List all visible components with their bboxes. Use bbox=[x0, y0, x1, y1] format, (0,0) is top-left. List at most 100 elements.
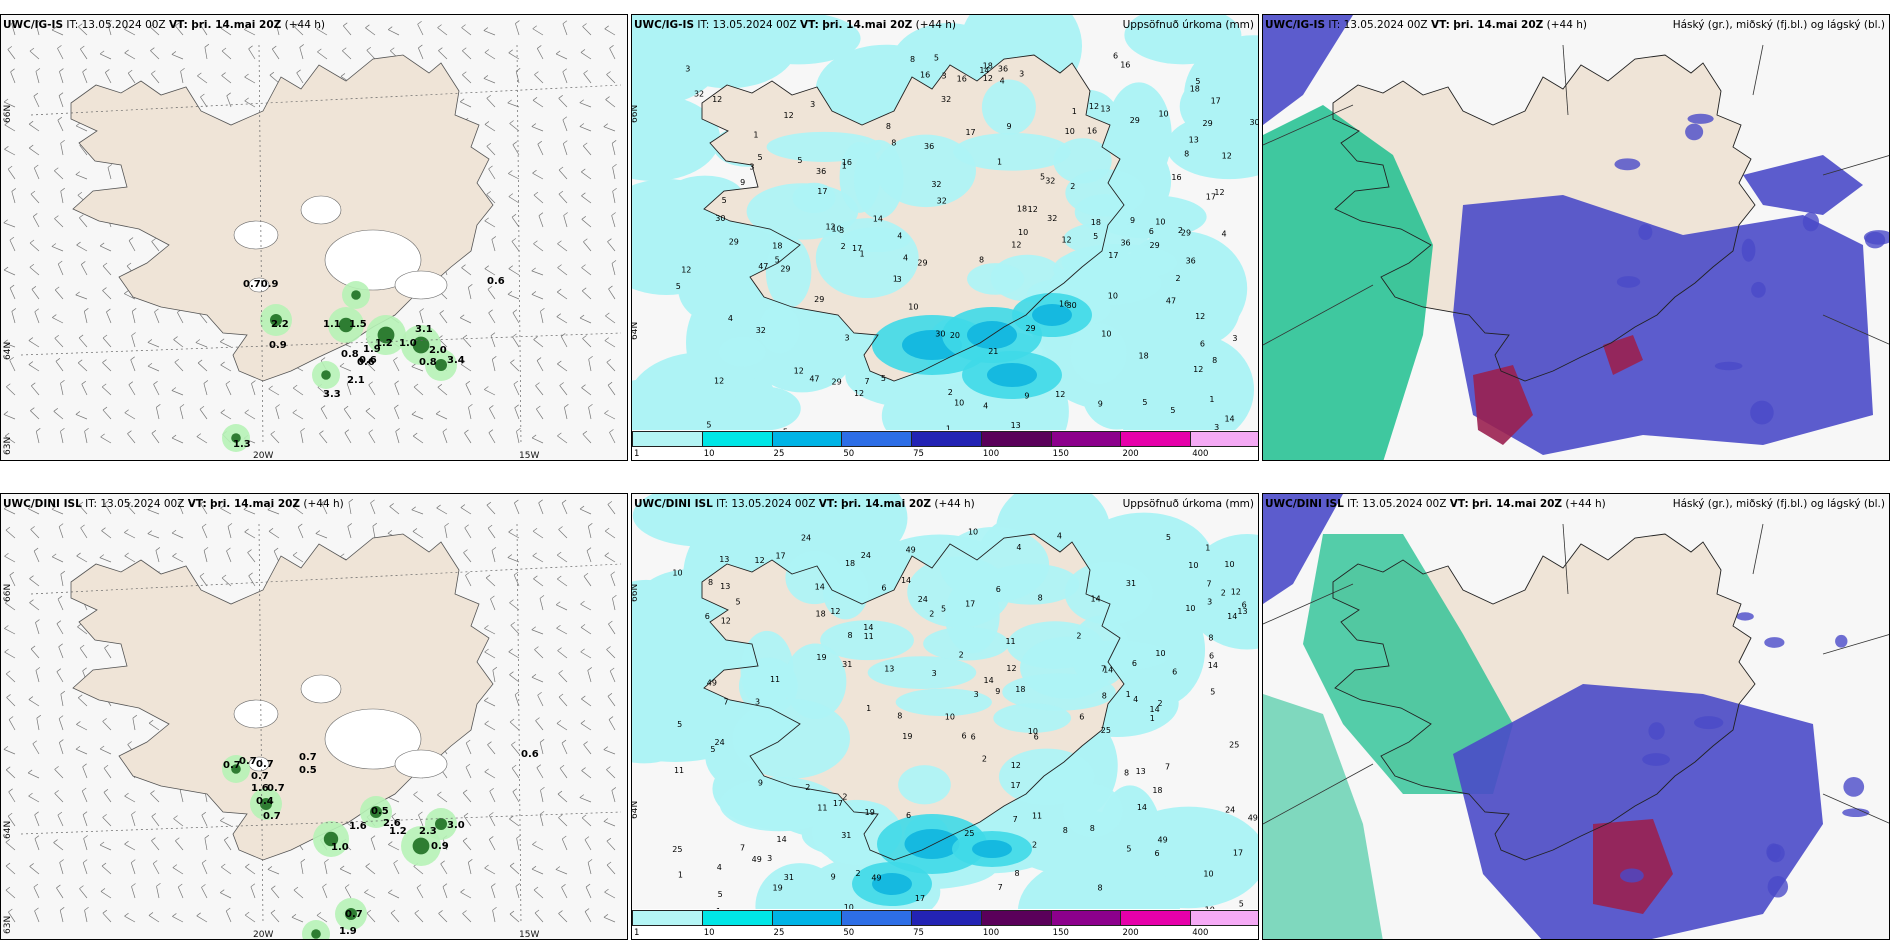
precip-over-land-area bbox=[766, 131, 882, 162]
colorbar-tick-label: 400 bbox=[1192, 449, 1209, 459]
wind-barb bbox=[557, 793, 568, 803]
wind-barb bbox=[510, 362, 520, 372]
wind-barb bbox=[107, 167, 112, 180]
wind-barb-tick bbox=[102, 334, 108, 339]
wind-barb bbox=[537, 695, 544, 707]
wind-barb bbox=[30, 648, 40, 659]
wind-barb bbox=[536, 767, 544, 779]
precip-value-label: 5 bbox=[1126, 844, 1131, 853]
precip-value-label: 3 bbox=[897, 275, 902, 284]
wind-barb bbox=[559, 768, 568, 779]
wind-barb-tick bbox=[509, 862, 515, 867]
colorbar-tick-label: 25 bbox=[773, 928, 785, 938]
wind-barb bbox=[221, 50, 232, 60]
wind-barb-tick bbox=[583, 70, 588, 74]
wind-barb bbox=[199, 576, 208, 587]
wind-barb-tick bbox=[320, 405, 326, 409]
wind-barb bbox=[200, 24, 208, 36]
wind-barb-tick bbox=[343, 405, 349, 410]
wind-barb-tick bbox=[584, 908, 590, 912]
precip-light-area bbox=[632, 690, 755, 762]
wind-barb-tick bbox=[75, 291, 80, 296]
wind-barb bbox=[342, 25, 352, 36]
gust-value-label: 0.5 bbox=[371, 806, 389, 817]
wind-barb bbox=[34, 311, 40, 324]
wind-barb-tick bbox=[75, 745, 81, 750]
wind-barb-tick bbox=[557, 790, 563, 795]
precip-value-label: 17 bbox=[965, 128, 975, 137]
wind-barb-tick bbox=[5, 839, 11, 843]
wind-barb bbox=[418, 47, 424, 60]
wind-barb bbox=[394, 383, 400, 396]
wind-barb bbox=[221, 577, 232, 587]
precip-value-label: 24 bbox=[861, 551, 871, 560]
gust-value-label: 1.2 bbox=[389, 826, 407, 837]
precip-value-label: 2 bbox=[842, 793, 847, 802]
wind-barb-tick bbox=[58, 260, 63, 265]
precip-value-label: 29 bbox=[780, 265, 790, 274]
wind-barb-tick bbox=[491, 883, 496, 887]
wind-barb bbox=[124, 532, 136, 539]
wind-barb-tick bbox=[80, 45, 85, 50]
wind-barb bbox=[80, 527, 88, 539]
precip-value-label: 21 bbox=[988, 347, 998, 356]
wind-barb bbox=[512, 312, 520, 324]
precip-value-label: 17 bbox=[833, 799, 843, 808]
wind-barb bbox=[4, 508, 16, 515]
wind-barb bbox=[607, 384, 616, 396]
wind-barb bbox=[130, 862, 136, 875]
wind-barb bbox=[437, 794, 448, 803]
wind-barb-tick bbox=[124, 840, 129, 845]
wind-barb bbox=[105, 72, 112, 84]
wind-barb bbox=[150, 793, 160, 803]
wind-barb-tick bbox=[60, 427, 65, 432]
wind-barb-tick bbox=[78, 23, 83, 27]
wind-barb bbox=[467, 862, 472, 875]
wind-barb bbox=[6, 386, 16, 396]
precip-value-label: 29 bbox=[917, 258, 927, 267]
wind-barb bbox=[347, 526, 352, 539]
wind-barb-tick bbox=[348, 498, 354, 503]
wind-barb bbox=[28, 123, 40, 132]
wind-barb bbox=[411, 414, 424, 420]
wind-barb-tick bbox=[588, 355, 593, 360]
wind-barb bbox=[243, 509, 256, 515]
precip-value-label: 2 bbox=[1178, 226, 1183, 235]
wind-barb bbox=[488, 432, 496, 444]
gust-area-core bbox=[311, 929, 321, 939]
wind-barb-tick bbox=[4, 625, 9, 629]
wind-barb bbox=[199, 313, 208, 324]
wind-barb bbox=[124, 795, 136, 803]
wind-barb bbox=[84, 431, 88, 444]
wind-barb-tick bbox=[604, 410, 609, 414]
wind-barb bbox=[557, 243, 568, 252]
colorbar-tick-label: 1 bbox=[634, 449, 640, 459]
wind-barb bbox=[180, 71, 184, 84]
precip-value-label: 29 bbox=[1203, 119, 1213, 128]
graticule-line bbox=[1752, 44, 1764, 96]
wind-barb-tick bbox=[267, 866, 273, 870]
colorbar-tick-label: 200 bbox=[1122, 449, 1139, 459]
gust-value-label: 0.7 bbox=[256, 759, 274, 770]
wind-barb-tick bbox=[203, 547, 209, 551]
wind-barb bbox=[34, 910, 40, 923]
wind-barb bbox=[462, 792, 472, 803]
wind-barb bbox=[5, 529, 16, 539]
wind-barb-tick bbox=[321, 499, 326, 504]
wind-barb-tick bbox=[151, 837, 156, 841]
wind-barb-tick bbox=[131, 811, 136, 815]
wind-barb bbox=[78, 26, 88, 36]
panel-wind-row0: 0.70.9 2.2 1.1 1.5 0.9 0.8 0.6 1.9 1.2 1.0 3.1 2.0 0… bbox=[0, 14, 628, 461]
wind-barb bbox=[75, 414, 88, 420]
wind-barb-tick bbox=[558, 190, 564, 195]
precip-value-label: 12 bbox=[783, 111, 793, 120]
wind-barb bbox=[4, 149, 16, 156]
precip-value-label: 9 bbox=[995, 687, 1000, 696]
colorbar-segment bbox=[841, 910, 913, 926]
wind-barb-tick bbox=[9, 356, 14, 361]
wind-barb bbox=[581, 387, 592, 396]
wind-barb-tick bbox=[488, 165, 493, 170]
wind-barb-tick bbox=[540, 307, 545, 312]
gust-value-label: 1.6 bbox=[251, 783, 269, 794]
precip-value-label: 49 bbox=[1248, 813, 1258, 822]
